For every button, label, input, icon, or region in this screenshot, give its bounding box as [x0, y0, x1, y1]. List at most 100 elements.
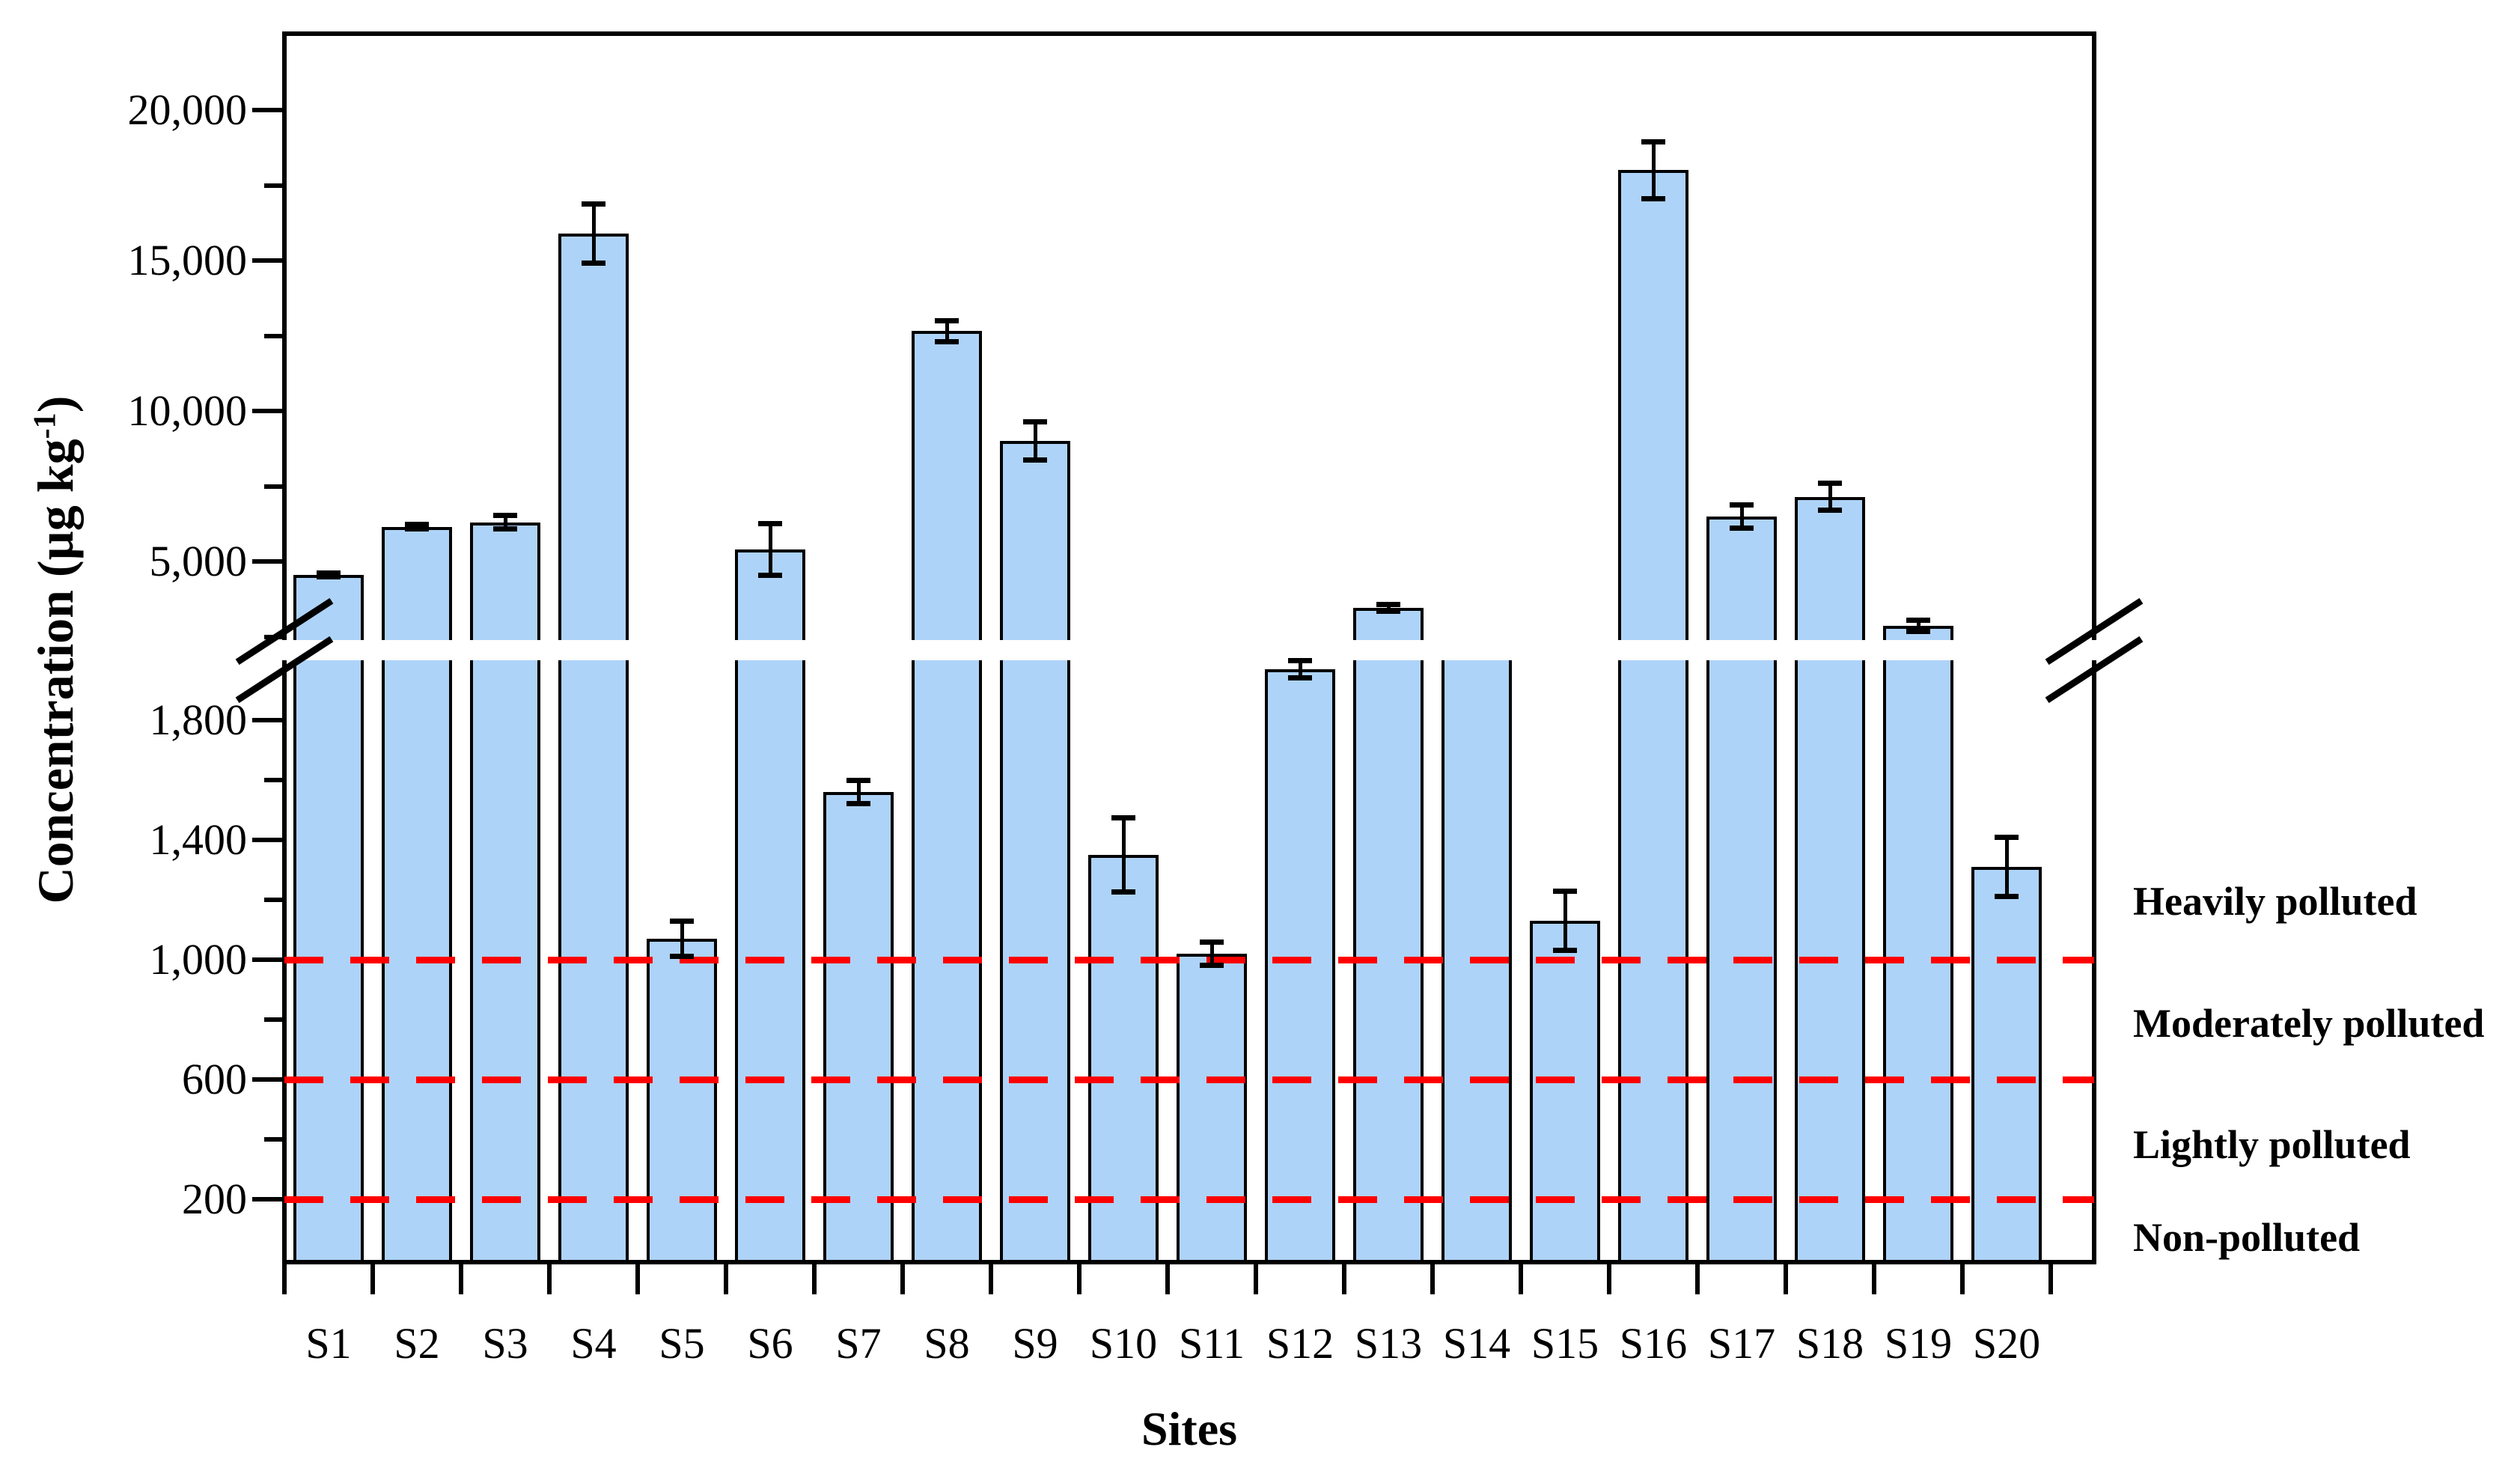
error-bar-cap-bottom-S1 [317, 574, 341, 580]
x-axis-tick-label-S4: S4 [570, 1319, 617, 1368]
bar-S16 [1618, 170, 1688, 1264]
x-axis-tick-label-S10: S10 [1089, 1319, 1158, 1368]
y-axis-title: Concentration (µg kg-1) [26, 201, 91, 1099]
error-bar-cap-bottom-S17 [1730, 525, 1754, 531]
x-axis-tick-label-S9: S9 [1012, 1319, 1058, 1368]
x-axis-tick [900, 1264, 905, 1294]
x-axis-tick-label-S11: S11 [1178, 1319, 1245, 1368]
y-axis-tick-label: 600 [182, 1055, 247, 1103]
x-axis-title: Sites [1141, 1402, 1237, 1455]
y-axis-tick-label: 10,000 [127, 386, 248, 435]
y-axis-tick-label: 1,800 [149, 695, 248, 744]
bar-S10 [1088, 855, 1159, 1264]
bar-S8 [912, 331, 982, 1264]
y-axis-minor-tick [264, 183, 282, 188]
x-axis-tick [1695, 1264, 1700, 1294]
error-bar-cap-bottom-S18 [1818, 507, 1842, 513]
x-axis-tick [1077, 1264, 1081, 1294]
error-bar-cap-bottom-S11 [1200, 963, 1224, 968]
y-axis-tick-label: 15,000 [127, 236, 248, 284]
error-bar-stem-S16 [1651, 141, 1656, 199]
y-axis-minor-tick [264, 333, 282, 338]
error-bar-stem-S17 [1739, 504, 1744, 529]
x-axis-line [282, 1260, 2096, 1264]
x-axis-tick-label-S15: S15 [1531, 1319, 1599, 1368]
bar-S1 [293, 575, 364, 1264]
error-bar-cap-top-S17 [1730, 502, 1754, 508]
y-axis-major-tick [252, 838, 282, 842]
bar-S15 [1530, 921, 1600, 1264]
bar-S6 [735, 549, 805, 1264]
error-bar-cap-top-S16 [1641, 139, 1665, 145]
error-bar-stem-S15 [1563, 891, 1567, 951]
top-frame-line [282, 31, 2096, 36]
x-axis-tick [1872, 1264, 1876, 1294]
y-axis-minor-tick [264, 1137, 282, 1142]
y-axis-major-tick [252, 559, 282, 564]
threshold-line-1000 [284, 956, 2094, 963]
error-bar-cap-top-S13 [1376, 602, 1400, 608]
bar-S2 [382, 526, 452, 1264]
error-bar-cap-bottom-S3 [493, 526, 517, 532]
error-bar-cap-bottom-S9 [1023, 457, 1047, 463]
x-axis-tick [282, 1264, 287, 1294]
error-bar-cap-bottom-S7 [846, 801, 870, 806]
error-bar-stem-S20 [2004, 837, 2009, 897]
x-axis-tick-label-S20: S20 [1972, 1319, 2041, 1368]
error-bar-cap-top-S3 [493, 513, 517, 519]
error-bar-cap-bottom-S8 [935, 338, 959, 344]
y-axis-tick-label: 20,000 [127, 85, 248, 134]
bar-S4 [558, 233, 629, 1264]
y-axis-tick-label: 1,000 [149, 935, 248, 984]
error-bar-cap-top-S20 [1995, 835, 2019, 840]
error-bar-cap-top-S11 [1200, 939, 1224, 945]
x-axis-tick-label-S6: S6 [747, 1319, 793, 1368]
x-axis-tick [724, 1264, 728, 1294]
error-bar-stem-S5 [680, 921, 684, 957]
error-bar-cap-top-S4 [582, 201, 605, 207]
x-axis-tick [370, 1264, 375, 1294]
bar-S3 [470, 522, 540, 1264]
y-axis-minor-tick [264, 778, 282, 782]
zone-label-2: Moderately polluted [2133, 1001, 2485, 1046]
error-bar-stem-S13 [1386, 604, 1391, 612]
bar-S9 [1000, 441, 1070, 1264]
bar-S12 [1265, 669, 1335, 1264]
x-axis-tick [812, 1264, 817, 1294]
x-axis-tick [1430, 1264, 1435, 1294]
error-bar-cap-bottom-S4 [582, 261, 605, 267]
error-bar-stem-S18 [1828, 483, 1832, 511]
zone-label-4: Non-polluted [2133, 1215, 2361, 1260]
x-axis-tick-label-S17: S17 [1707, 1319, 1776, 1368]
error-bar-cap-top-S12 [1288, 658, 1312, 663]
x-axis-tick-label-S18: S18 [1796, 1319, 1864, 1368]
error-bar-cap-top-S8 [935, 318, 959, 324]
error-bar-stem-S3 [503, 515, 507, 529]
y-axis-major-tick [252, 1077, 282, 1082]
y-axis-minor-tick [264, 898, 282, 902]
error-bar-cap-bottom-S16 [1641, 195, 1665, 201]
y-axis-major-tick [252, 718, 282, 722]
error-bar-stem-S7 [856, 780, 861, 804]
error-bar-cap-top-S18 [1818, 481, 1842, 487]
threshold-line-600 [284, 1076, 2094, 1083]
error-bar-cap-top-S1 [317, 570, 341, 576]
y-axis-title-close-paren: ) [27, 395, 84, 413]
x-axis-tick-label-S14: S14 [1442, 1319, 1511, 1368]
threshold-line-200 [284, 1196, 2094, 1203]
error-bar-cap-bottom-S5 [670, 954, 694, 959]
bar-S17 [1706, 516, 1777, 1264]
error-bar-cap-bottom-S2 [405, 526, 429, 532]
error-bar-cap-top-S6 [758, 520, 782, 526]
zone-label-1: Heavily polluted [2133, 879, 2417, 924]
y-axis-minor-tick [264, 484, 282, 489]
error-bar-cap-top-S7 [846, 778, 870, 783]
x-axis-tick-label-S5: S5 [659, 1319, 705, 1368]
error-bar-cap-bottom-S6 [758, 572, 782, 578]
bar-S20 [1971, 867, 2042, 1264]
x-axis-tick [1254, 1264, 1258, 1294]
error-bar-stem-S19 [1916, 620, 1920, 633]
bar-S5 [647, 939, 717, 1264]
x-axis-tick-label-S2: S2 [394, 1319, 440, 1368]
